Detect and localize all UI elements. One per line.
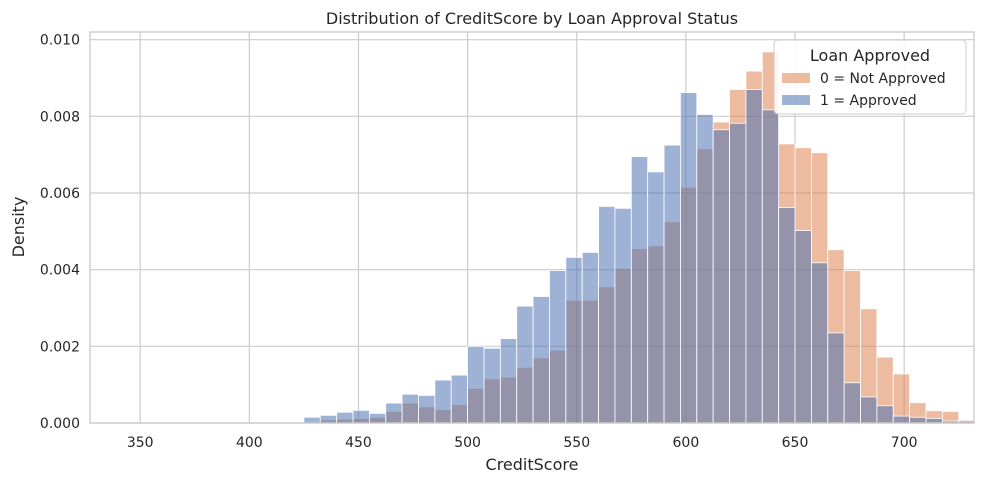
bar-approved <box>630 156 649 424</box>
bar-approved <box>876 405 894 424</box>
bar-approved <box>401 393 419 424</box>
bar-approved <box>761 109 780 424</box>
bar-approved <box>532 296 550 424</box>
bar-approved <box>860 396 878 424</box>
plot-frame <box>89 31 975 424</box>
bar-approved <box>385 402 403 424</box>
bar-approved <box>598 206 616 424</box>
bar-approved <box>794 230 812 424</box>
bar-approved <box>450 374 469 424</box>
x-tick-label: 400 <box>236 435 263 451</box>
legend-label-approved: 1 = Approved <box>820 93 917 109</box>
legend-frame <box>773 39 967 115</box>
bar-approved <box>516 305 534 424</box>
bar-approved <box>909 416 927 424</box>
bar-approved <box>810 262 829 424</box>
bar-approved <box>352 409 370 424</box>
bar-approved <box>696 114 714 424</box>
bar-approved <box>336 411 354 424</box>
tick-labels: 350 400 450 500 550 600 650 700 0.000 0.002 0.004 0… <box>40 33 918 451</box>
bar-approved <box>319 414 338 424</box>
x-tick-label: 450 <box>345 435 372 451</box>
legend-swatch-approved <box>782 95 810 105</box>
y-tick-label: 0.010 <box>40 33 80 49</box>
bar-approved <box>549 270 567 424</box>
x-tick-label: 600 <box>673 435 700 451</box>
bar-approved <box>843 382 861 424</box>
bar-approved <box>467 345 485 424</box>
bar-approved <box>483 347 501 424</box>
x-tick-label: 700 <box>891 435 918 451</box>
histogram-bars <box>303 51 976 424</box>
chart-title: Distribution of CreditScore by Loan Appr… <box>326 9 738 28</box>
bar-approved <box>565 256 583 424</box>
bar-approved <box>418 394 436 424</box>
bar-approved <box>892 415 911 424</box>
bar-approved <box>680 92 698 424</box>
bar-approved <box>303 416 321 424</box>
y-tick-label: 0.000 <box>40 416 80 432</box>
bar-approved <box>745 89 763 424</box>
x-tick-label: 650 <box>782 435 809 451</box>
x-tick-label: 350 <box>127 435 154 451</box>
bar-approved <box>827 332 845 424</box>
y-tick-label: 0.006 <box>40 186 80 202</box>
bar-approved <box>663 144 681 424</box>
y-tick-label: 0.004 <box>40 263 80 279</box>
x-tick-label: 550 <box>563 435 590 451</box>
x-tick-label: 500 <box>454 435 481 451</box>
legend-swatch-not-approved <box>782 73 810 83</box>
bar-approved <box>434 379 452 424</box>
legend-title: Loan Approved <box>810 46 930 65</box>
bar-approved <box>499 338 518 424</box>
bar-not-approved <box>892 373 911 424</box>
y-tick-label: 0.002 <box>40 339 80 355</box>
bar-approved <box>581 252 599 424</box>
x-axis-title: CreditScore <box>486 455 579 474</box>
bar-approved <box>368 413 387 424</box>
y-axis-title: Density <box>9 197 28 258</box>
legend: Loan Approved 0 = Not Approved 1 = Appro… <box>773 39 967 115</box>
bar-approved <box>729 122 747 424</box>
bar-approved <box>647 171 665 424</box>
bar-approved <box>778 207 796 424</box>
y-tick-label: 0.008 <box>40 109 80 125</box>
bar-approved <box>712 129 730 424</box>
bar-approved <box>614 207 632 424</box>
legend-label-not-approved: 0 = Not Approved <box>820 71 946 87</box>
plot-border <box>89 31 975 424</box>
